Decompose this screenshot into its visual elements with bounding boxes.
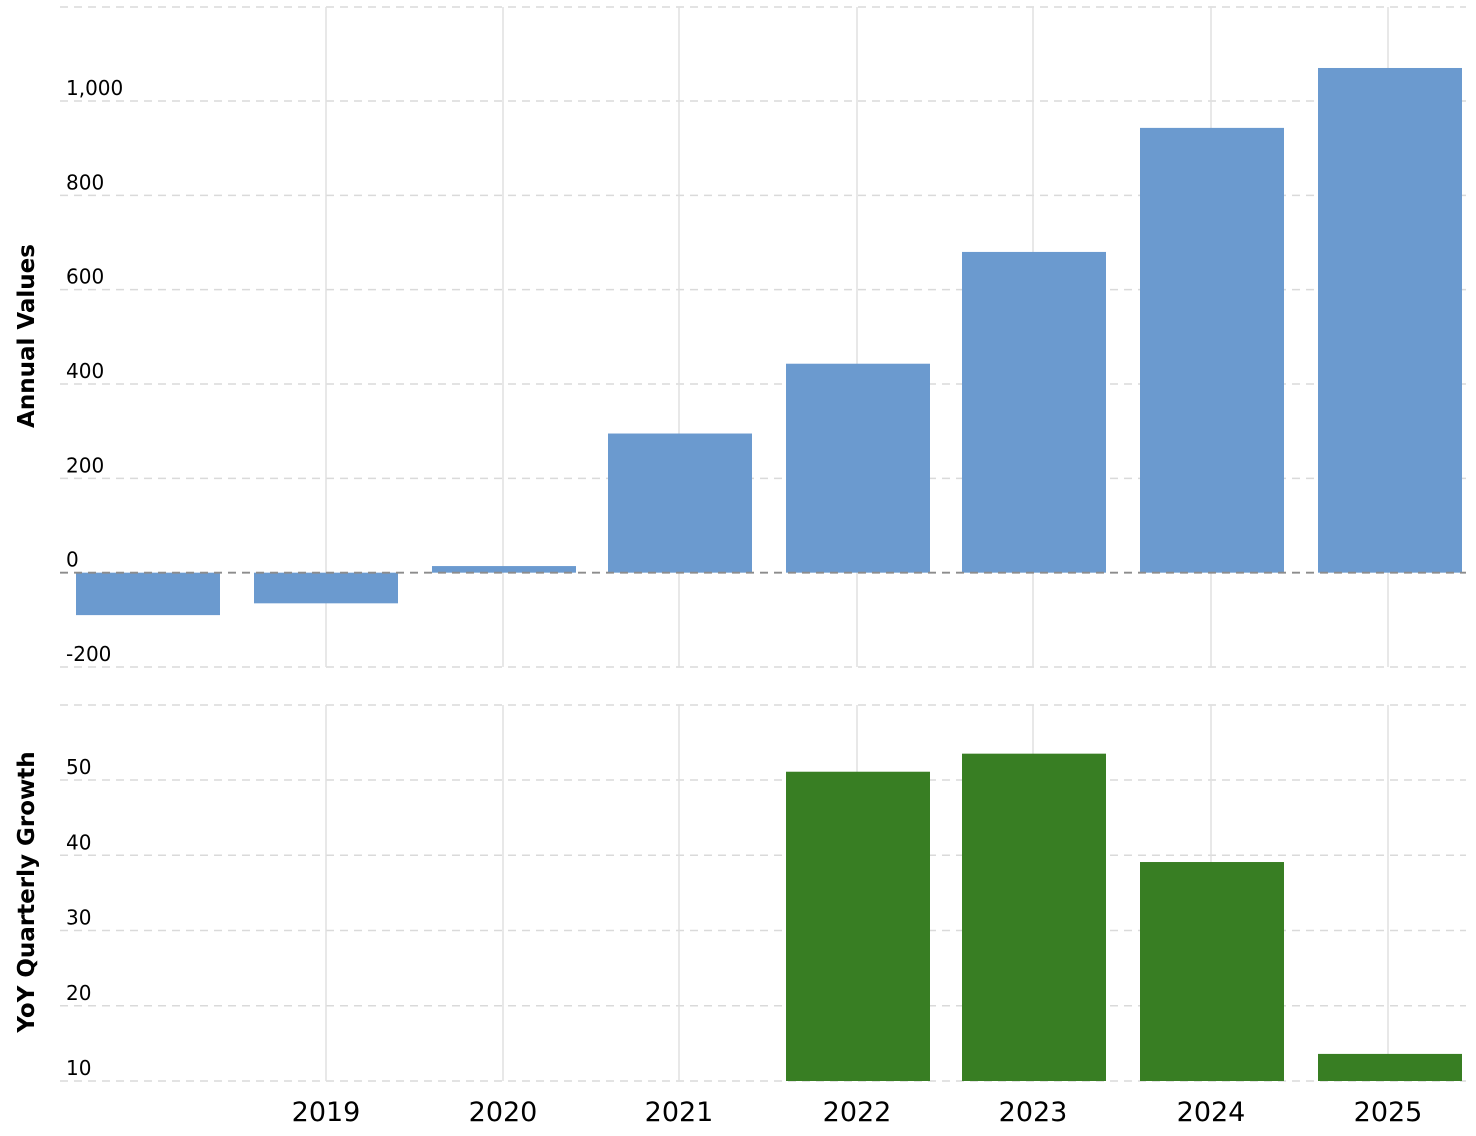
y-tick-label: 1,000 (66, 76, 123, 100)
y-tick-label: 400 (66, 359, 104, 383)
y-tick-label: 0 (66, 548, 79, 572)
x-tick-label: 2024 (1177, 1097, 1246, 1128)
y-tick-label: 800 (66, 170, 104, 194)
bar-2018 (76, 572, 220, 616)
x-tick-label: 2025 (1354, 1097, 1423, 1128)
bar-2019 (254, 572, 398, 604)
y-tick-label: 40 (66, 830, 91, 854)
x-tick-label: 2021 (645, 1097, 714, 1128)
bar-2022 (786, 771, 930, 1081)
x-tick-label: 2019 (292, 1097, 361, 1128)
bar-2025 (1318, 1053, 1462, 1081)
y-axis-title: YoY Quarterly Growth (14, 751, 40, 1033)
y-tick-label: 50 (66, 755, 91, 779)
y-tick-label: 600 (66, 265, 104, 289)
yoy-growth-panel: 10 20 30 40 50 YoY Quarterly Growth (14, 704, 1466, 1082)
x-tick-label: 2020 (469, 1097, 538, 1128)
bar-2024 (1140, 862, 1284, 1081)
y-tick-label: 10 (66, 1056, 91, 1080)
y-tick-label: -200 (66, 642, 111, 666)
bar-2022 (786, 363, 930, 573)
annual-values-panel: -200 0 200 400 600 800 1,000 Annual Values (14, 6, 1466, 668)
x-tick-label: 2023 (999, 1097, 1068, 1128)
y-tick-label: 200 (66, 453, 104, 477)
y-tick-label: 20 (66, 981, 91, 1005)
bar-2020 (432, 566, 576, 573)
x-tick-label: 2022 (823, 1097, 892, 1128)
bar-2023 (962, 753, 1106, 1081)
y-tick-label: 30 (66, 906, 91, 930)
x-axis: 2019 2020 2021 2022 2023 2024 2025 (292, 1097, 1423, 1128)
bar-2024 (1140, 127, 1284, 573)
y-axis-title: Annual Values (14, 244, 40, 428)
bar-2021 (608, 433, 752, 573)
bar-2025 (1318, 67, 1462, 573)
bar-2023 (962, 251, 1106, 573)
